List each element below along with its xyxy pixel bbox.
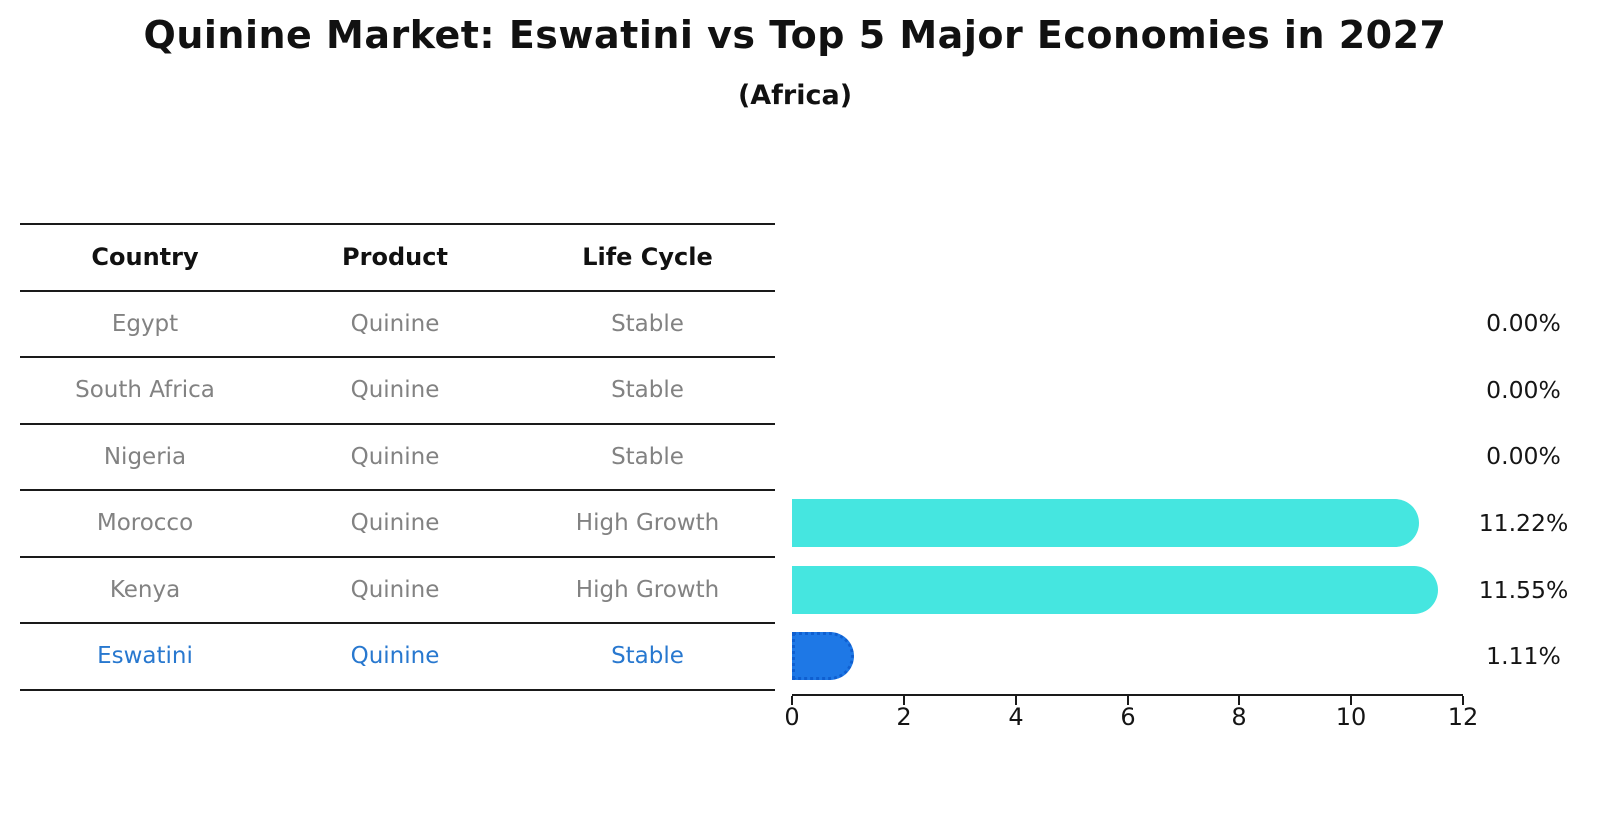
x-tick-label-6: 6 <box>1120 703 1136 731</box>
cell-country: Eswatini <box>97 643 193 670</box>
table-row-morocco: Morocco Quinine High Growth <box>20 489 775 556</box>
cell-country: Morocco <box>96 510 194 537</box>
table-header-product: Product <box>342 243 448 272</box>
table-header-life-cycle: Life Cycle <box>582 243 713 272</box>
cell-product: Quinine <box>350 643 440 670</box>
chart-title: Quinine Market: Eswatini vs Top 5 Major … <box>143 13 1447 57</box>
chart-subtitle: (Africa) <box>737 80 853 111</box>
cell-country: Egypt <box>111 310 179 337</box>
x-tick-label-2: 2 <box>896 703 912 731</box>
cell-product: Quinine <box>350 576 440 603</box>
value-label-nigeria: 0.00% <box>1486 442 1561 470</box>
x-tick-label-0: 0 <box>784 703 800 731</box>
x-tick-label-12: 12 <box>1447 703 1479 731</box>
table-header-country: Country <box>91 243 199 272</box>
x-axis-tick <box>1350 696 1352 705</box>
bar-morocco <box>792 499 1419 547</box>
table-header-row: Country Product Life Cycle <box>20 223 775 290</box>
bar-kenya <box>792 566 1438 614</box>
country-table: Country Product Life Cycle Egypt Quinine… <box>20 223 775 691</box>
value-label-eswatini: 1.11% <box>1486 642 1561 670</box>
table-row-eswatini-highlighted: Eswatini Quinine Stable <box>20 622 775 689</box>
cell-life-cycle: Stable <box>611 377 684 404</box>
cell-life-cycle: High Growth <box>575 510 720 537</box>
cell-country: Nigeria <box>103 443 187 470</box>
cell-product: Quinine <box>350 310 440 337</box>
x-tick-label-8: 8 <box>1231 703 1247 731</box>
cell-product: Quinine <box>350 377 440 404</box>
x-axis-tick <box>1015 696 1017 705</box>
x-axis-tick <box>1238 696 1240 705</box>
cell-life-cycle: Stable <box>611 643 684 670</box>
cell-life-cycle: Stable <box>611 310 684 337</box>
x-axis-tick <box>1462 696 1464 705</box>
cell-country: South Africa <box>75 377 215 404</box>
value-label-south-africa: 0.00% <box>1486 376 1561 404</box>
x-tick-label-10: 10 <box>1335 703 1367 731</box>
x-tick-label-4: 4 <box>1008 703 1024 731</box>
value-label-kenya: 11.55% <box>1478 576 1569 604</box>
value-label-morocco: 11.22% <box>1478 509 1569 537</box>
cell-product: Quinine <box>350 510 440 537</box>
x-axis-line <box>792 694 1463 696</box>
cell-life-cycle: High Growth <box>575 576 720 603</box>
bar-eswatini-highlighted <box>792 632 854 680</box>
cell-country: Kenya <box>109 576 181 603</box>
x-axis-tick <box>1127 696 1129 705</box>
table-row-south-africa: South Africa Quinine Stable <box>20 356 775 423</box>
table-row-nigeria: Nigeria Quinine Stable <box>20 422 775 490</box>
table-row-kenya: Kenya Quinine High Growth <box>20 555 775 623</box>
cell-product: Quinine <box>350 443 440 470</box>
x-axis-tick <box>791 696 793 705</box>
cell-life-cycle: Stable <box>611 443 684 470</box>
x-axis-tick <box>903 696 905 705</box>
table-row-egypt: Egypt Quinine Stable <box>20 289 775 357</box>
value-label-egypt: 0.00% <box>1486 309 1561 337</box>
